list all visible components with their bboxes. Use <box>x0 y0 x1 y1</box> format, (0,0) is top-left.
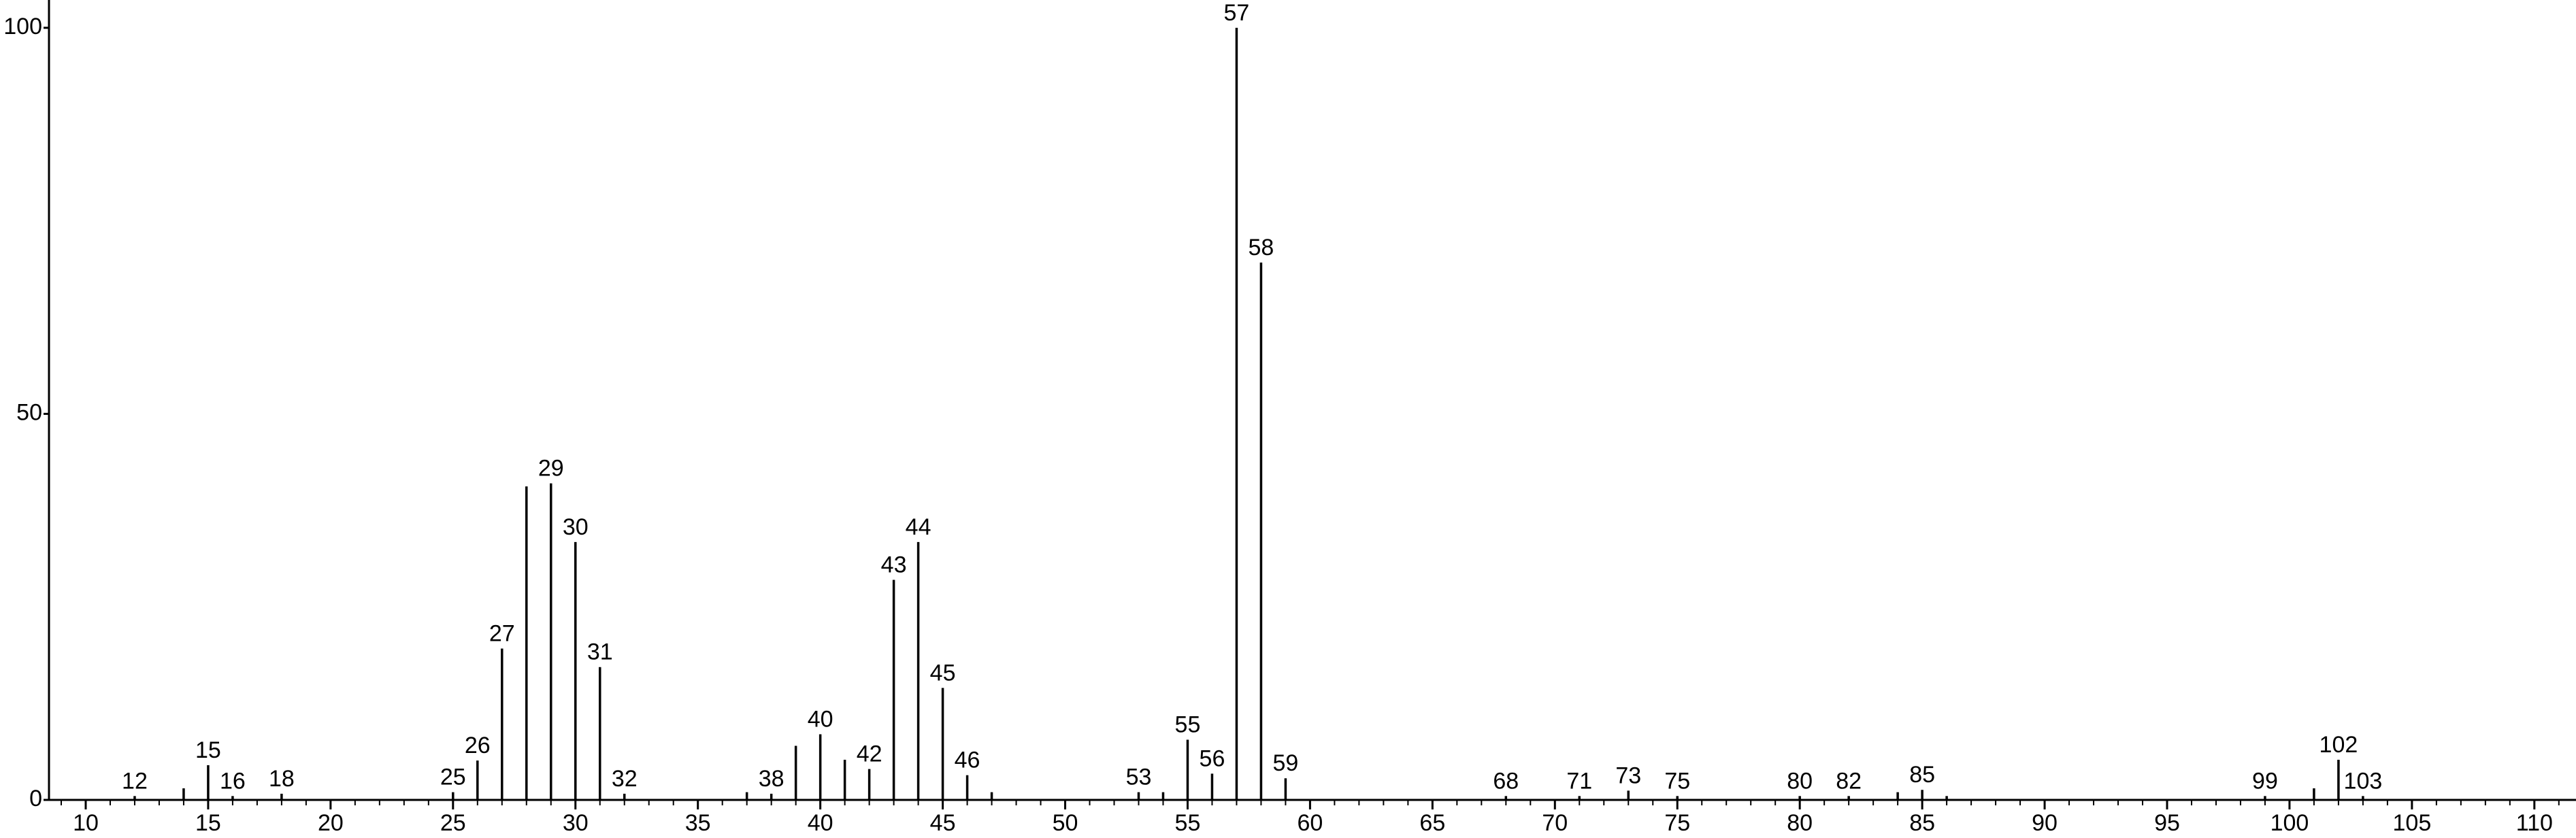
x-tick-label: 35 <box>685 810 711 836</box>
peak-label: 44 <box>906 514 931 540</box>
x-tick-label: 45 <box>930 810 956 836</box>
peak-label: 42 <box>857 741 882 767</box>
peak-label: 30 <box>563 514 589 540</box>
peak-label: 68 <box>1493 768 1519 794</box>
peak-label: 31 <box>587 639 613 665</box>
x-tick-label: 25 <box>440 810 466 836</box>
x-tick-label: 70 <box>1542 810 1568 836</box>
peak-label: 25 <box>440 765 466 790</box>
x-tick-label: 10 <box>73 810 99 836</box>
peak-label: 73 <box>1615 762 1641 788</box>
x-tick-label: 105 <box>2393 810 2432 836</box>
x-tick-label: 65 <box>1419 810 1445 836</box>
x-tick-label: 100 <box>2270 810 2309 836</box>
peak-label: 102 <box>2319 732 2358 758</box>
x-tick-label: 55 <box>1175 810 1201 836</box>
x-tick-label: 90 <box>2032 810 2058 836</box>
y-tick-label: 0 <box>29 786 42 811</box>
x-tick-label: 15 <box>195 810 221 836</box>
peak-label: 99 <box>2252 768 2278 794</box>
peak-label: 45 <box>930 660 956 686</box>
peak-label: 40 <box>808 706 833 732</box>
peak-label: 75 <box>1664 768 1690 794</box>
peak-label: 18 <box>269 766 295 792</box>
x-tick-label: 110 <box>2516 810 2553 836</box>
peak-label: 55 <box>1175 711 1201 737</box>
peak-label: 58 <box>1249 235 1274 261</box>
peak-label: 85 <box>1909 762 1935 788</box>
peak-label: 15 <box>195 737 221 763</box>
x-tick-label: 95 <box>2154 810 2180 836</box>
peak-label: 27 <box>489 620 515 646</box>
peak-label: 82 <box>1836 768 1862 794</box>
peak-label: 43 <box>881 552 907 577</box>
x-tick-label: 30 <box>563 810 589 836</box>
peak-label: 38 <box>759 766 785 792</box>
x-tick-label: 40 <box>808 810 833 836</box>
peak-label: 16 <box>220 768 246 794</box>
peak-label: 26 <box>465 733 491 758</box>
peak-label: 80 <box>1787 768 1813 794</box>
x-tick-label: 75 <box>1664 810 1690 836</box>
peak-label: 56 <box>1200 745 1225 771</box>
peak-label: 29 <box>538 456 564 482</box>
x-tick-label: 60 <box>1297 810 1323 836</box>
x-tick-label: 20 <box>318 810 344 836</box>
peak-label: 103 <box>2344 768 2383 794</box>
y-tick-label: 50 <box>16 399 42 425</box>
peak-label: 59 <box>1272 750 1298 776</box>
peak-label: 53 <box>1126 765 1152 790</box>
peak-label: 57 <box>1224 0 1250 26</box>
x-tick-label: 50 <box>1053 810 1078 836</box>
peak-label: 46 <box>955 748 980 773</box>
x-tick-label: 85 <box>1909 810 1935 836</box>
x-tick-label: 80 <box>1787 810 1813 836</box>
y-tick-label: 100 <box>3 14 42 39</box>
peak-label: 32 <box>612 766 638 792</box>
peak-label: 12 <box>122 768 148 794</box>
peak-label: 71 <box>1566 768 1592 794</box>
